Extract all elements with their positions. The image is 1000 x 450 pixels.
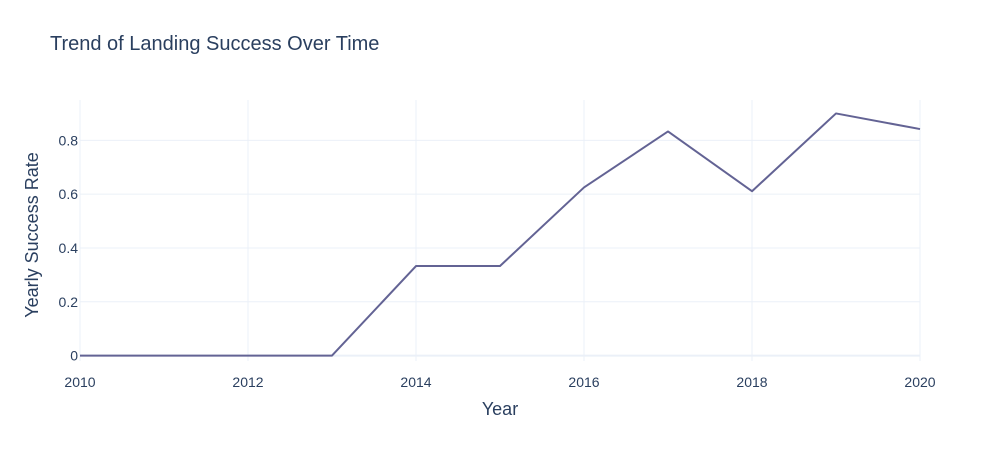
y-tick-label: 0.8 bbox=[59, 132, 79, 148]
y-tick-label: 0.2 bbox=[59, 294, 79, 310]
gridlines bbox=[79, 100, 921, 361]
x-axis-title: Year bbox=[482, 399, 518, 419]
x-tick-label: 2010 bbox=[64, 374, 95, 390]
y-tick-label: 0.4 bbox=[59, 240, 79, 256]
x-tick-label: 2016 bbox=[568, 374, 599, 390]
x-tick-label: 2014 bbox=[400, 374, 431, 390]
series-line bbox=[80, 112, 921, 357]
y-tick-label: 0 bbox=[70, 348, 78, 364]
x-tick-label: 2012 bbox=[232, 374, 263, 390]
x-tick-label: 2020 bbox=[904, 374, 935, 390]
plot-area bbox=[80, 112, 921, 357]
chart-title: Trend of Landing Success Over Time bbox=[50, 33, 379, 55]
x-tick-label: 2018 bbox=[736, 374, 767, 390]
y-axis-title: Yearly Success Rate bbox=[22, 152, 42, 317]
tick-labels: 2010 2012 2014 2016 2018 2020 0 0.2 0.4 0.6 0.8 bbox=[59, 132, 936, 390]
y-tick-label: 0.6 bbox=[59, 186, 79, 202]
